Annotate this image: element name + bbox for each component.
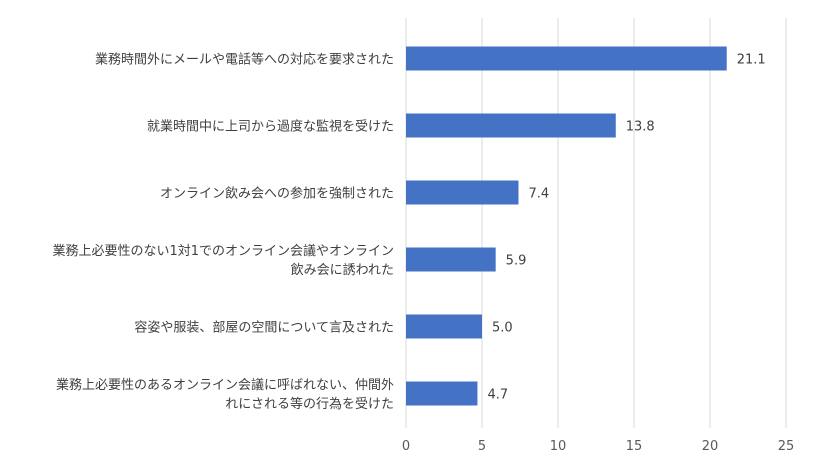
category-label: 業務時間外にメールや電話等への対応を要求された bbox=[95, 52, 394, 68]
x-tick-label: 0 bbox=[402, 439, 410, 454]
bar bbox=[406, 381, 478, 406]
bar bbox=[406, 247, 496, 272]
data-label: 13.8 bbox=[626, 120, 655, 135]
x-tick-label: 15 bbox=[626, 439, 643, 454]
x-tick-label: 10 bbox=[550, 439, 567, 454]
category-label: れにされる等の行為を受けた bbox=[225, 396, 394, 412]
bar bbox=[406, 46, 727, 71]
x-tick-label: 5 bbox=[478, 439, 486, 454]
bars bbox=[406, 46, 727, 406]
category-label: 就業時間中に上司から過度な監視を受けた bbox=[147, 119, 394, 135]
category-label: 業務上必要性のない1対1でのオンライン会議やオンライン bbox=[52, 243, 394, 259]
bar bbox=[406, 314, 482, 339]
bar bbox=[406, 113, 616, 138]
x-tick-label: 20 bbox=[702, 439, 719, 454]
bar bbox=[406, 180, 519, 205]
x-axis-ticks: 0 5 10 15 20 25 bbox=[402, 439, 794, 454]
category-label: 飲み会に誘われた bbox=[291, 262, 394, 278]
grid-lines bbox=[405, 18, 787, 428]
data-label: 4.7 bbox=[487, 388, 508, 403]
data-label: 5.0 bbox=[492, 321, 513, 336]
data-label: 7.4 bbox=[528, 187, 549, 202]
category-label: 容姿や服装、部屋の空間について言及された bbox=[134, 320, 394, 336]
category-labels: 業務時間外にメールや電話等への対応を要求された就業時間中に上司から過度な監視を受… bbox=[52, 52, 394, 413]
data-label: 21.1 bbox=[737, 53, 766, 68]
x-tick-label: 25 bbox=[778, 439, 795, 454]
data-label: 5.9 bbox=[506, 254, 527, 269]
data-labels: 21.1 13.8 7.4 5.9 5.0 4.7 bbox=[487, 53, 765, 403]
category-label: オンライン飲み会への参加を強制された bbox=[160, 186, 394, 202]
category-label: 業務上必要性のあるオンライン会議に呼ばれない、仲間外 bbox=[56, 377, 394, 393]
